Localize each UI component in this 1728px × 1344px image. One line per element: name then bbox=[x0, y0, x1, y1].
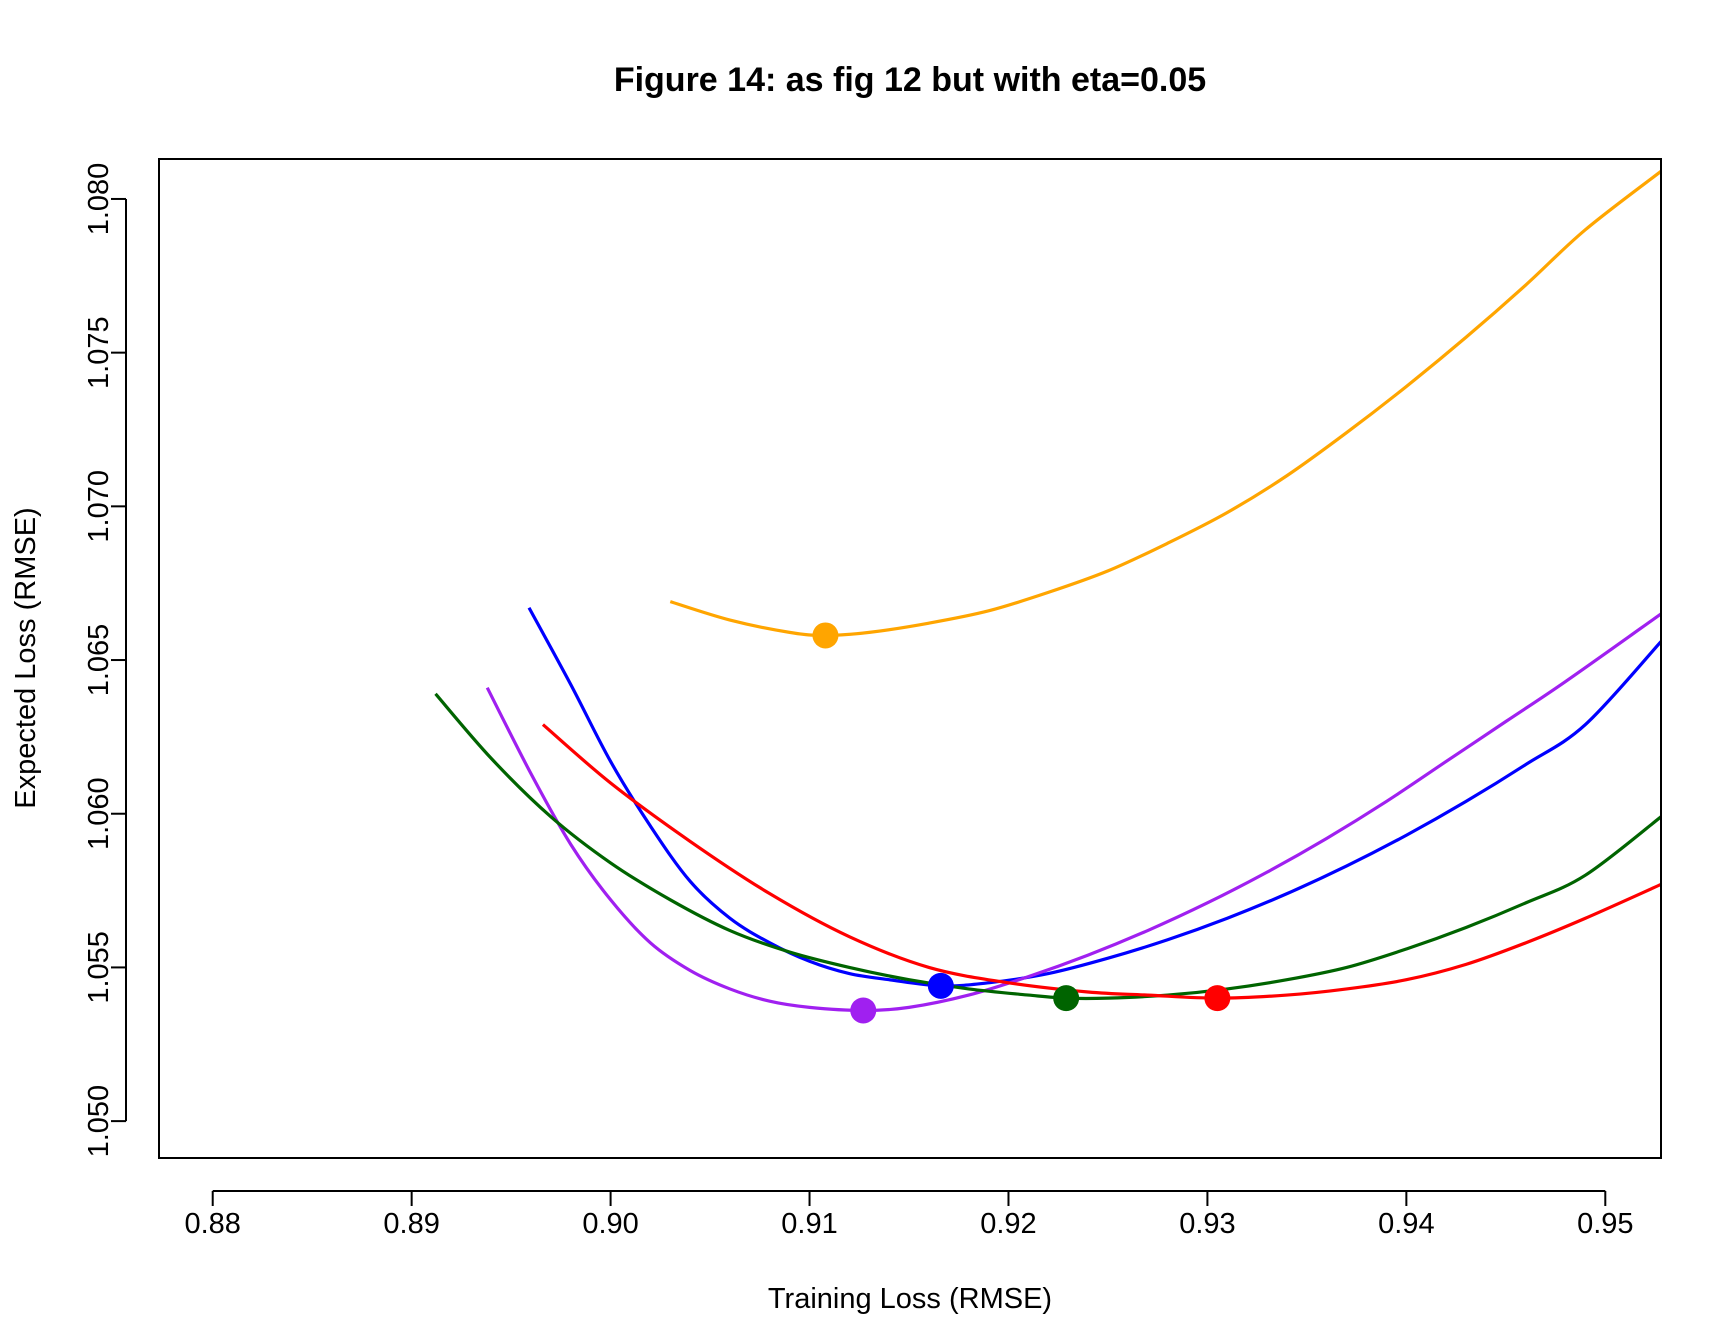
x-tick-label: 0.88 bbox=[184, 1208, 240, 1240]
y-tick-label: 1.060 bbox=[83, 777, 115, 850]
y-tick-label: 1.050 bbox=[83, 1085, 115, 1158]
series-line-5 bbox=[541, 723, 1661, 1000]
series-minimum-point-1 bbox=[812, 622, 839, 649]
y-tick-label: 1.055 bbox=[83, 931, 115, 1004]
series-minimum-point-4 bbox=[1053, 985, 1080, 1012]
series-minimum-point-5 bbox=[1204, 985, 1231, 1012]
plot-frame bbox=[158, 158, 1662, 1159]
series-line-4 bbox=[434, 692, 1661, 1001]
x-tick-label: 0.92 bbox=[980, 1208, 1036, 1240]
x-axis-label: Training Loss (RMSE) bbox=[768, 1283, 1052, 1315]
x-tick-label: 0.89 bbox=[383, 1208, 439, 1240]
x-tick-label: 0.93 bbox=[1179, 1208, 1235, 1240]
chart-title: Figure 14: as fig 12 but with eta=0.05 bbox=[614, 61, 1206, 99]
y-tick-label: 1.065 bbox=[83, 624, 115, 697]
y-tick-label: 1.070 bbox=[83, 470, 115, 543]
x-axis: 0.88 0.89 0.90 0.91 0.92 0.93 0.94 0.95 bbox=[184, 1190, 1634, 1240]
y-axis: 1.050 1.055 1.060 1.065 1.070 1.075 1.080 bbox=[83, 163, 127, 1158]
x-tick-label: 0.91 bbox=[781, 1208, 837, 1240]
series-minimum-point-2 bbox=[927, 972, 954, 999]
y-tick-label: 1.075 bbox=[83, 316, 115, 389]
series-line-2 bbox=[527, 607, 1661, 988]
y-axis-label: Expected Loss (RMSE) bbox=[10, 507, 42, 808]
plot-series bbox=[434, 170, 1661, 1024]
x-tick-label: 0.95 bbox=[1577, 1208, 1633, 1240]
y-tick-label: 1.080 bbox=[83, 163, 115, 236]
series-minimum-point-3 bbox=[850, 997, 877, 1024]
x-tick-label: 0.94 bbox=[1378, 1208, 1434, 1240]
x-tick-label: 0.90 bbox=[582, 1208, 638, 1240]
